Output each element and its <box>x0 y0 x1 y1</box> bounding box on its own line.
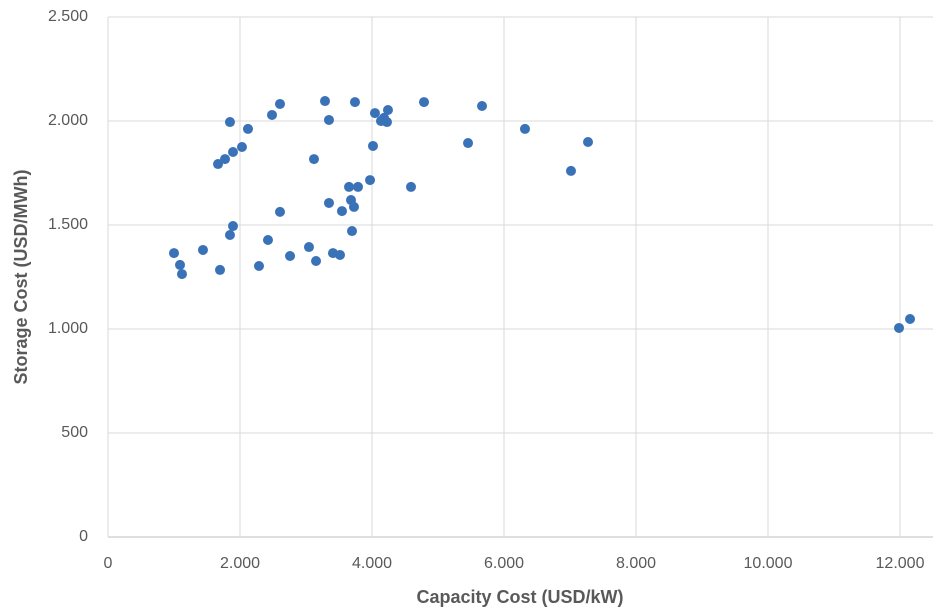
point <box>213 159 224 170</box>
point <box>519 123 530 134</box>
point <box>348 201 359 212</box>
x-tick-label: 2.000 <box>220 555 260 572</box>
point <box>224 229 235 240</box>
point <box>347 226 358 237</box>
point <box>236 142 247 152</box>
point <box>463 138 474 149</box>
x-tick-label: 4.000 <box>352 555 392 572</box>
point <box>267 109 278 120</box>
point <box>262 234 273 245</box>
point <box>220 154 231 165</box>
point <box>311 255 322 266</box>
point <box>565 165 576 176</box>
y-tick-label: 1.000 <box>48 320 88 337</box>
point <box>176 269 187 280</box>
x-tick-label: 6.000 <box>484 555 524 572</box>
point <box>419 97 430 108</box>
x-tick-label: 12.000 <box>876 555 925 572</box>
point <box>369 108 380 119</box>
x-axis-title: Capacity Cost (USD/kW) <box>416 587 623 607</box>
point <box>254 260 265 271</box>
y-tick-label: 500 <box>61 424 88 441</box>
point <box>228 221 239 232</box>
x-tick-label: 0 <box>104 555 113 572</box>
y-tick-label: 2.500 <box>48 8 88 25</box>
point <box>323 197 334 208</box>
point <box>365 175 376 186</box>
point <box>228 146 239 157</box>
point <box>285 250 296 261</box>
x-tick-label: 10.000 <box>744 555 793 572</box>
point <box>274 206 285 217</box>
point <box>334 249 345 260</box>
y-axis-title: Storage Cost (USD/MWh) <box>11 170 31 385</box>
x-tick-label: 8.000 <box>616 555 656 572</box>
point <box>274 98 285 109</box>
point <box>382 104 393 115</box>
point <box>583 137 594 148</box>
point <box>175 259 186 270</box>
point <box>894 322 905 333</box>
point <box>349 97 360 108</box>
y-tick-label: 2.000 <box>48 112 88 129</box>
point <box>169 248 179 259</box>
y-tick-label: 0 <box>79 528 88 545</box>
point <box>353 181 364 192</box>
point <box>367 140 378 151</box>
point <box>406 181 417 192</box>
y-tick-label: 1.500 <box>48 216 88 233</box>
point <box>320 96 331 107</box>
point <box>242 123 253 134</box>
point <box>197 244 208 255</box>
point <box>308 154 319 165</box>
point <box>224 117 235 128</box>
point <box>323 114 334 125</box>
point <box>344 181 355 192</box>
point <box>215 264 226 275</box>
point <box>381 117 392 128</box>
point <box>336 206 347 217</box>
point <box>303 242 314 253</box>
point <box>477 101 488 112</box>
point <box>905 314 916 325</box>
